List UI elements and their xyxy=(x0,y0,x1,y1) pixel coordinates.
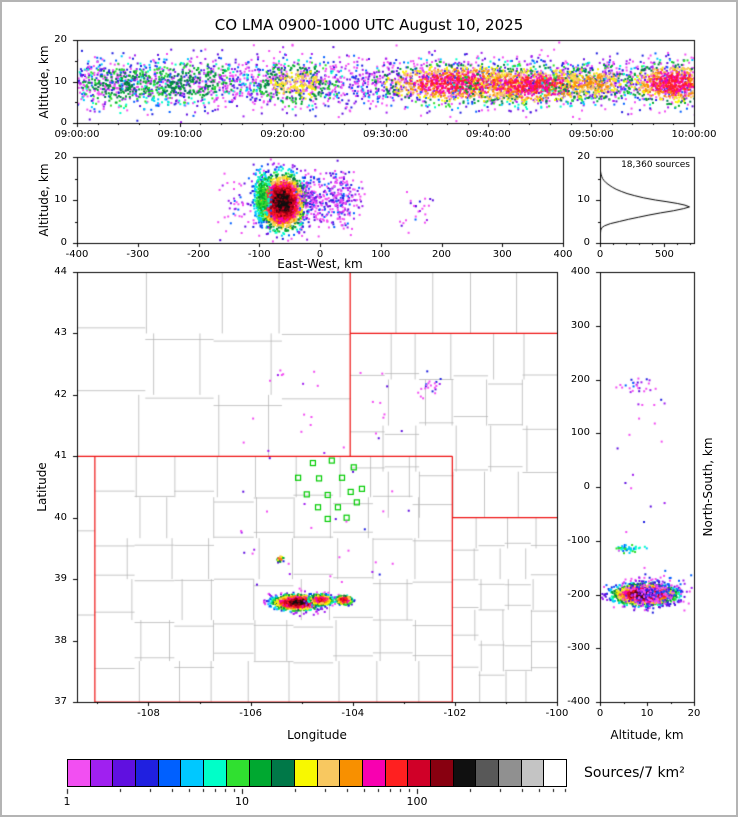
plot-title: CO LMA 0900-1000 UTC August 10, 2025 xyxy=(214,16,524,34)
tick-label: 300 xyxy=(570,319,590,331)
tick-label: 400 xyxy=(570,266,590,277)
tick-label: -102 xyxy=(443,708,467,719)
tick-label: 1 xyxy=(63,795,71,808)
tick-label: 10 xyxy=(54,75,67,87)
colorbar-segment xyxy=(180,760,204,786)
tick-label: 20 xyxy=(577,151,590,162)
tick-label: 09:10:00 xyxy=(157,129,203,140)
tick-label: 0 xyxy=(583,237,590,248)
map-xlabel: Longitude xyxy=(287,728,347,742)
tick-label: 100 xyxy=(406,795,428,808)
tick-label: 300 xyxy=(492,249,512,260)
tick-label: 100 xyxy=(570,427,590,439)
colorbar-label: Sources/7 km² xyxy=(584,765,685,781)
colorbar-swatches xyxy=(68,760,567,786)
tick-label: 43 xyxy=(54,327,67,339)
colorbar-segment xyxy=(430,760,453,786)
tick-label: 20 xyxy=(687,708,701,719)
colorbar-segment xyxy=(498,760,521,786)
map-ylabel: Latitude xyxy=(35,462,49,512)
tick-label: 38 xyxy=(54,634,67,646)
tick-label: 0 xyxy=(316,249,324,260)
tick-label: 44 xyxy=(54,266,67,277)
tick-label: 09:00:00 xyxy=(54,129,100,140)
colorbar-segment xyxy=(225,760,249,786)
tick-label: -104 xyxy=(341,708,365,719)
colorbar-segment xyxy=(89,760,113,786)
colorbar-segment xyxy=(68,760,90,786)
tick-label: -100 xyxy=(247,249,271,260)
colorbar-segment xyxy=(384,760,408,786)
tick-label: 200 xyxy=(570,373,590,385)
colorbar-segment xyxy=(520,760,544,786)
tick-label: 37 xyxy=(54,696,67,707)
tick-label: 0 xyxy=(596,708,604,719)
tick-label: 10 xyxy=(54,194,67,205)
colorbar-segment xyxy=(135,760,158,786)
colorbar-segment xyxy=(543,760,567,786)
tick-label: -200 xyxy=(567,588,590,600)
tick-label: -300 xyxy=(567,642,590,654)
tick-label: -100 xyxy=(567,534,590,546)
tick-label: 10:00:00 xyxy=(671,129,717,140)
colorbar-segment xyxy=(203,760,226,786)
tick-label: -100 xyxy=(545,708,569,719)
colorbar-segment xyxy=(248,760,272,786)
colorbar-segment xyxy=(157,760,181,786)
colorbar-segment xyxy=(475,760,499,786)
tick-label: 09:40:00 xyxy=(465,129,511,140)
tick-label: 0 xyxy=(583,481,590,492)
tick-label: 10 xyxy=(234,795,249,808)
tick-label: -400 xyxy=(567,696,590,707)
tick-label: 20 xyxy=(54,151,67,162)
colorbar-segment xyxy=(112,760,136,786)
tick-label: 200 xyxy=(431,249,452,260)
tick-label: 100 xyxy=(371,249,391,260)
tick-label: 0 xyxy=(60,117,67,128)
tick-label: 0 xyxy=(60,237,67,248)
tick-label: 09:30:00 xyxy=(363,129,408,140)
tick-label: 500 xyxy=(654,249,674,260)
colorbar-segment xyxy=(361,760,385,786)
tick-label: 0 xyxy=(596,249,604,260)
tick-label: 09:20:00 xyxy=(260,129,306,140)
source-count-annotation: 18,360 sources xyxy=(621,160,690,170)
tick-label: 41 xyxy=(54,450,67,462)
tick-label: 39 xyxy=(54,573,67,585)
colorbar-segment xyxy=(407,760,430,786)
colorbar xyxy=(67,759,567,787)
tick-label: -106 xyxy=(239,708,262,719)
tick-label: 10 xyxy=(577,194,590,205)
tick-label: -108 xyxy=(137,708,160,719)
tick-label: -300 xyxy=(126,249,150,260)
colorbar-segment xyxy=(316,760,340,786)
ns-panel-right-label: North-South, km xyxy=(701,437,715,537)
colorbar-segment xyxy=(452,760,476,786)
tick-label: 10 xyxy=(640,708,654,719)
ew-panel-xlabel: East-West, km xyxy=(277,257,363,271)
tick-label: -400 xyxy=(65,249,89,260)
ns-panel-xlabel: Altitude, km xyxy=(610,728,684,742)
tick-label: 20 xyxy=(54,34,67,45)
colorbar-segment xyxy=(293,760,317,786)
tick-label: 40 xyxy=(54,511,67,523)
tick-label: 400 xyxy=(553,249,573,260)
tick-label: 09:50:00 xyxy=(568,129,614,140)
colorbar-segment xyxy=(271,760,294,786)
tick-label: 42 xyxy=(54,388,67,400)
colorbar-segment xyxy=(339,760,362,786)
tick-label: -200 xyxy=(187,249,210,260)
